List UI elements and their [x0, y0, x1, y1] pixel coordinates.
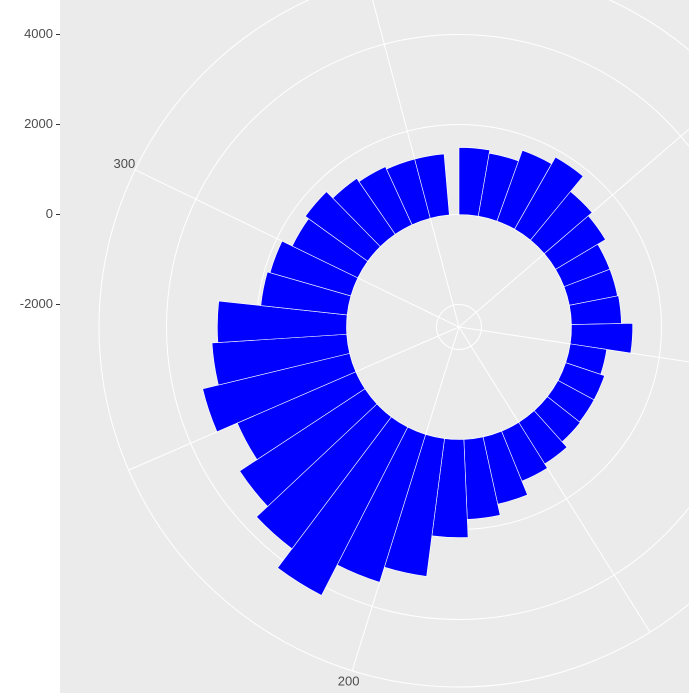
- bar: [269, 240, 359, 297]
- y-tick-label: -2000: [20, 296, 53, 311]
- minor-spoke: [458, 326, 689, 363]
- bar: [569, 322, 633, 354]
- y-tick-label: 0: [46, 206, 53, 221]
- bar: [211, 333, 350, 386]
- bar: [332, 177, 396, 248]
- bar: [414, 153, 450, 219]
- bar: [277, 416, 409, 596]
- y-tick-label: 4000: [24, 26, 53, 41]
- bar: [543, 215, 606, 270]
- grid-circle: [166, 34, 689, 620]
- bar: [530, 191, 593, 255]
- bar: [202, 353, 357, 433]
- minor-spoke: [458, 128, 689, 328]
- bar: [358, 166, 413, 235]
- bar: [256, 403, 392, 550]
- y-tick-label: 2000: [24, 116, 53, 131]
- bar: [458, 147, 491, 217]
- bar: [260, 271, 352, 316]
- bar: [239, 388, 378, 507]
- bar: [304, 191, 381, 262]
- bar: [514, 156, 584, 241]
- grid-circle: [436, 304, 482, 350]
- outer-grid-circle: [98, 0, 689, 688]
- minor-spoke: [372, 0, 460, 328]
- x-tick-label: 200: [338, 674, 360, 689]
- x-tick-label: 300: [113, 156, 135, 171]
- minor-spoke: [458, 326, 651, 633]
